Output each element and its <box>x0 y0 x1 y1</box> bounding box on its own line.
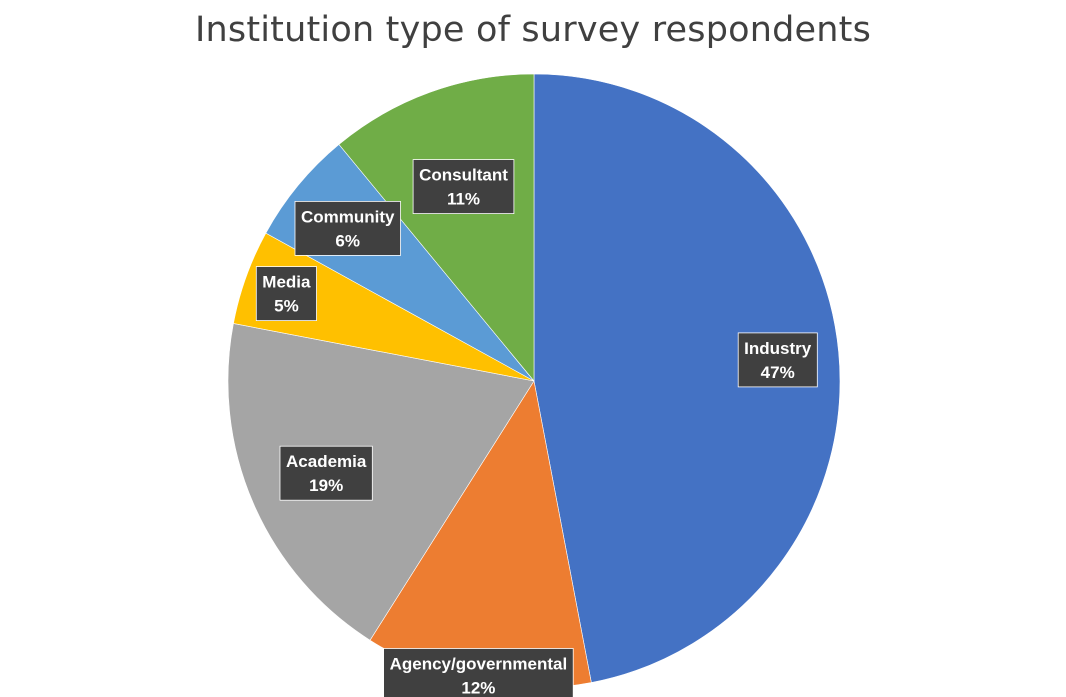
data-label-box <box>737 332 818 388</box>
data-label-academia: Academia 19% <box>279 445 373 501</box>
data-label-value: 12% <box>461 679 495 697</box>
data-label-community: Community 6% <box>294 200 401 256</box>
data-label-value: 19% <box>309 476 343 495</box>
data-label-category: Consultant <box>419 166 508 185</box>
data-label-category: Academia <box>286 452 367 471</box>
pie-slice-academia <box>227 323 535 641</box>
data-label-industry: Industry 47% <box>737 332 818 388</box>
data-label-category: Media <box>262 273 311 292</box>
data-label-category: Industry <box>744 339 812 358</box>
pie-slice-consultant <box>338 73 535 382</box>
pie-data-labels: Industry 47% Agency/governmental 12% Academi… <box>255 159 818 697</box>
data-label-box <box>294 200 401 256</box>
data-label-consultant: Consultant 11% <box>412 159 515 215</box>
chart-title: Institution type of survey respondents <box>194 10 872 50</box>
data-label-value: 5% <box>274 297 299 316</box>
data-label-value: 6% <box>335 231 360 250</box>
data-label-box <box>383 648 574 697</box>
data-label-value: 11% <box>447 190 480 209</box>
pie-slice-industry <box>533 73 841 683</box>
data-label-media: Media 5% <box>255 266 317 322</box>
data-label-agency-governmental: Agency/governmental 12% <box>383 648 574 697</box>
data-label-value: 47% <box>761 363 795 382</box>
data-label-box <box>279 445 373 501</box>
data-label-box <box>255 266 317 322</box>
data-label-category: Community <box>301 207 395 226</box>
data-label-category: Agency/governmental <box>390 655 568 674</box>
data-label-box <box>412 159 515 215</box>
